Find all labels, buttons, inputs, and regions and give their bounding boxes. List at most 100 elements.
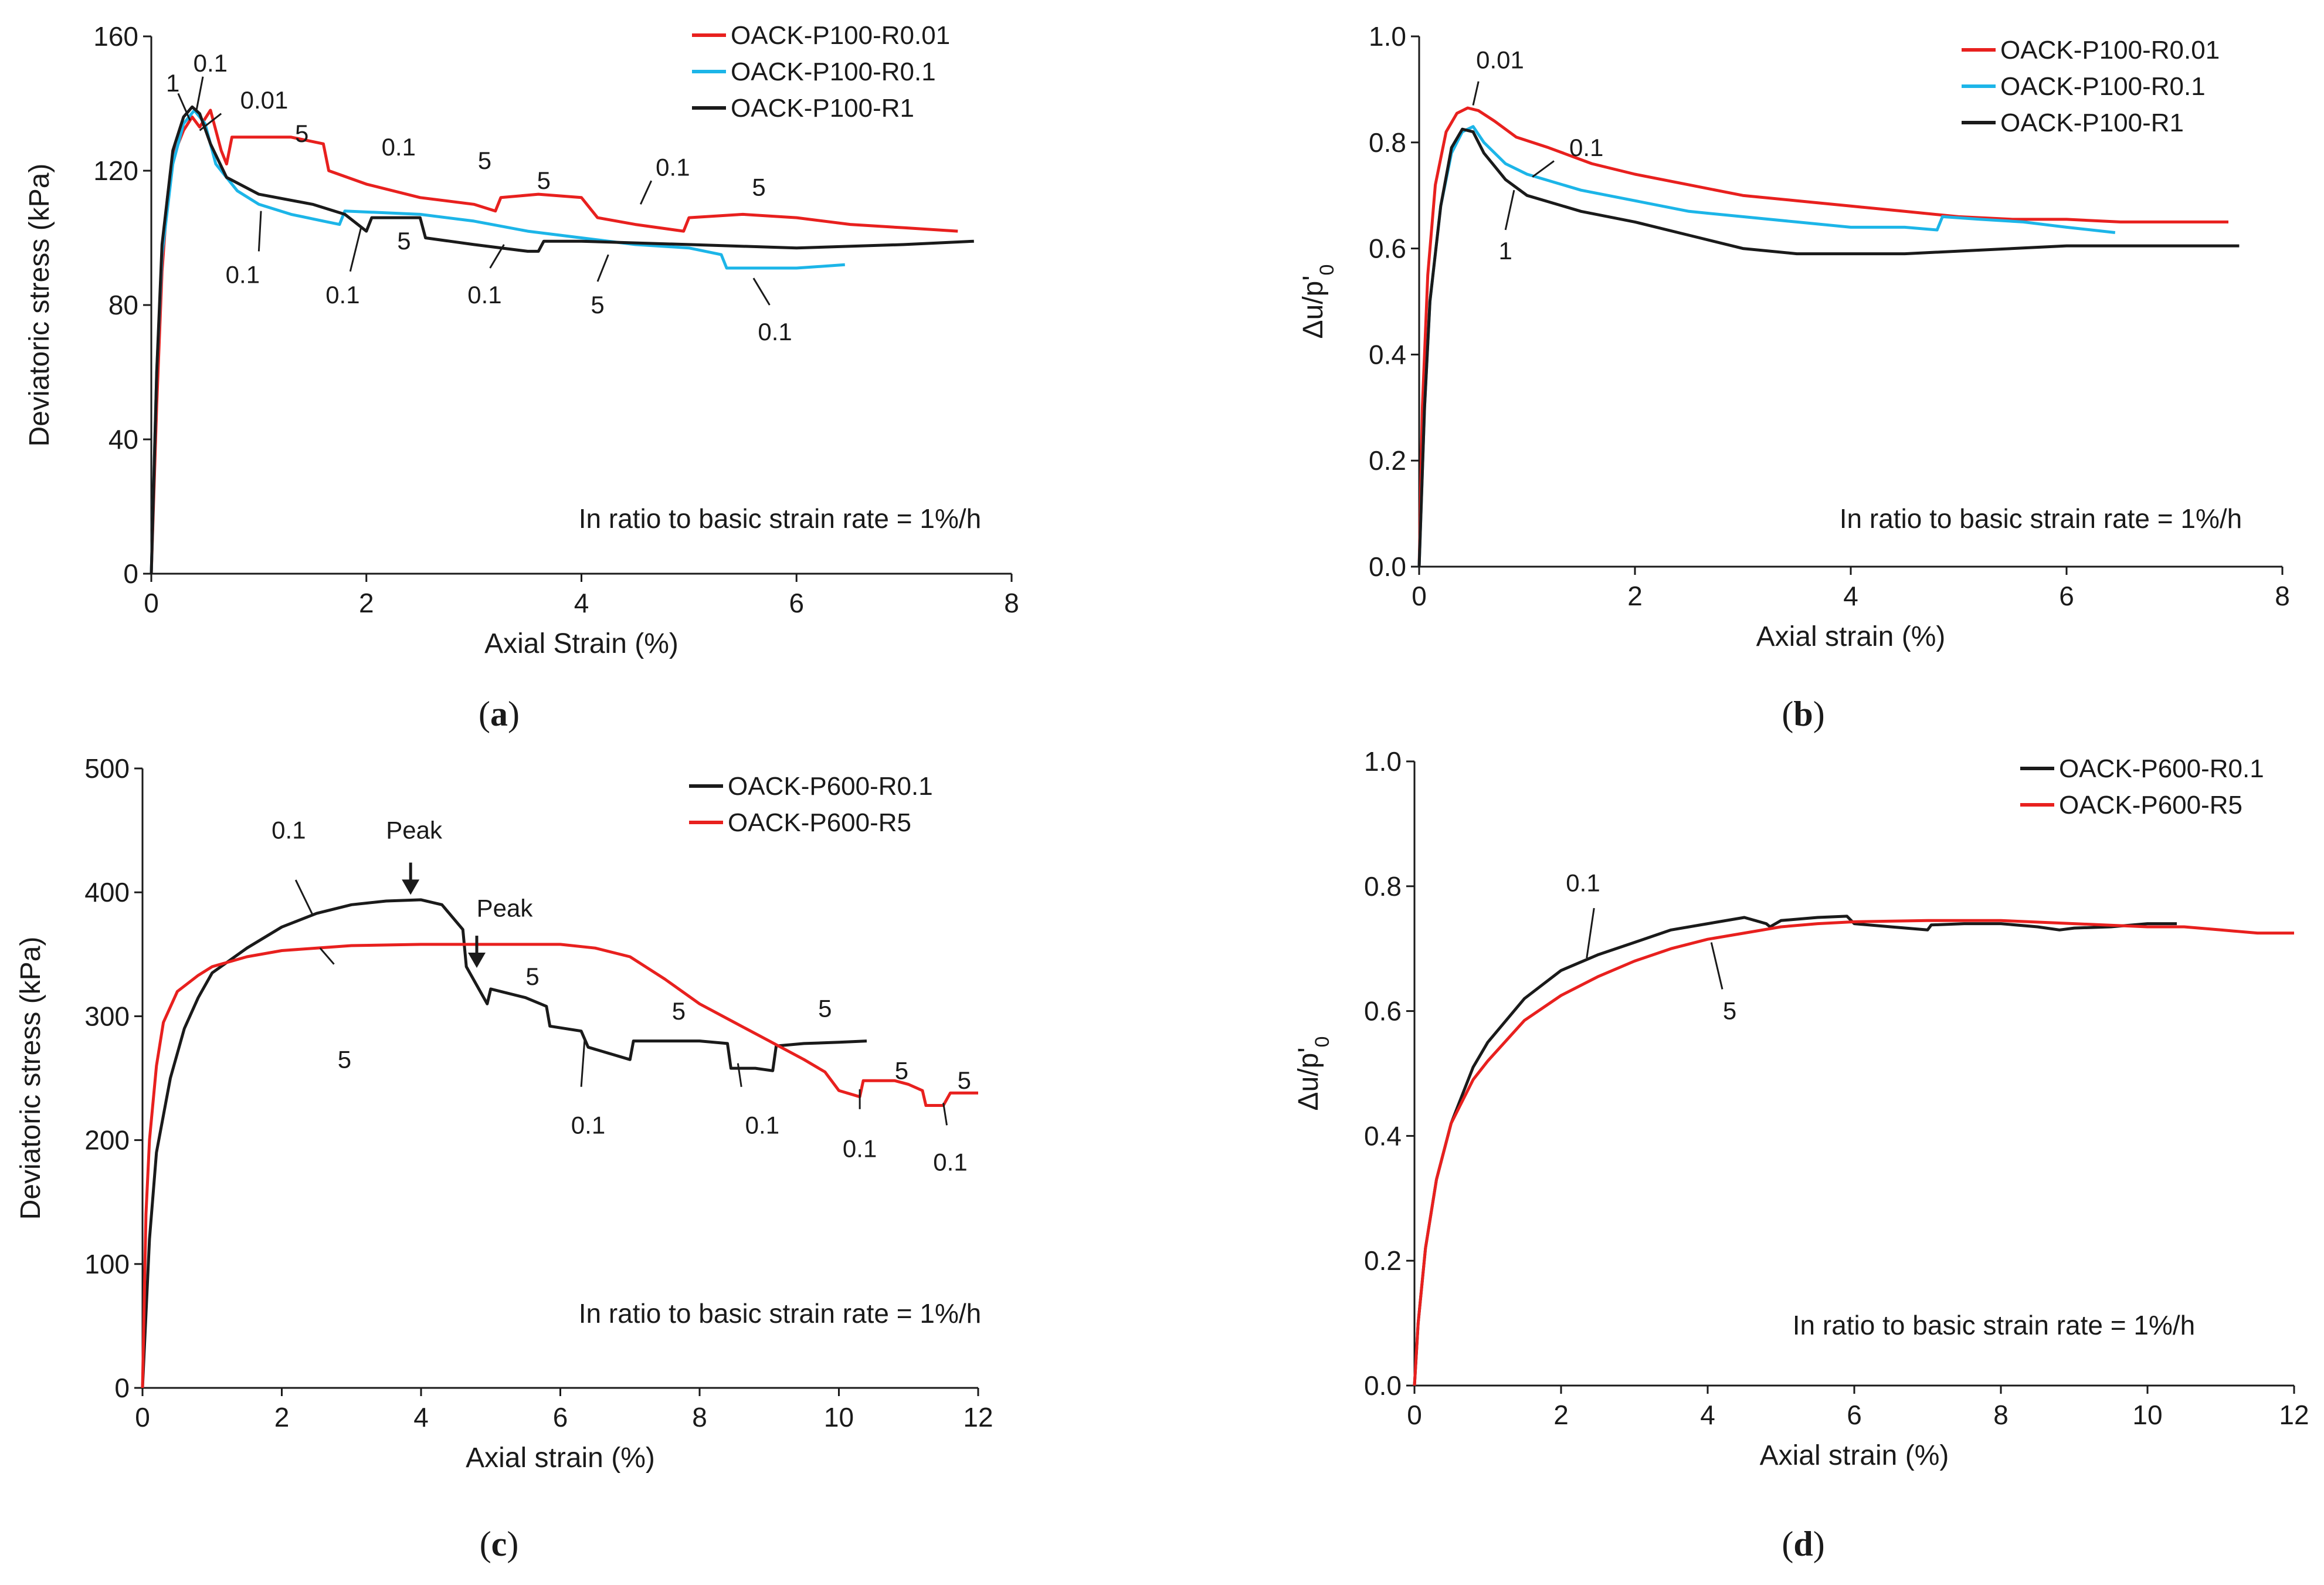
y-tick-label: 0.6 bbox=[1364, 996, 1402, 1027]
annotation-label: 0.1 bbox=[325, 281, 359, 309]
x-tick-label: 0 bbox=[144, 588, 159, 618]
leader-line bbox=[639, 180, 653, 205]
leader-line bbox=[489, 244, 505, 269]
x-tick-label: 0 bbox=[135, 1402, 150, 1432]
y-tick-label: 0.0 bbox=[1369, 551, 1406, 582]
y-tick-label: 120 bbox=[93, 155, 138, 186]
peak-arrow-head bbox=[468, 953, 486, 968]
chart-panel-c: 0 2 4 6 8 10 12 0 100 200 300 400 500 Axial strain (%… bbox=[15, 753, 993, 1474]
chart-panel-b: 0 2 4 6 8 0.0 0.2 0.4 0.6 0.8 1.0 Axial strain (%) Δ… bbox=[1298, 21, 2290, 652]
leader-line bbox=[596, 254, 609, 282]
panel-caption: (c) bbox=[480, 1525, 519, 1563]
annotation-label: Peak bbox=[386, 817, 443, 844]
legend-label: OACK-P600-R0.1 bbox=[2059, 754, 2264, 783]
y-tick-label: 160 bbox=[93, 21, 138, 52]
leader-line bbox=[1710, 942, 1724, 990]
x-axis-label: Axial Strain (%) bbox=[484, 628, 678, 659]
annotation-label: 0.1 bbox=[745, 1111, 779, 1139]
leader-line bbox=[942, 1103, 948, 1126]
leader-line bbox=[752, 277, 771, 306]
annotation-label: 5 bbox=[525, 963, 539, 990]
annotation-label: 1 bbox=[166, 69, 179, 97]
annotation-label: 0.1 bbox=[571, 1111, 605, 1139]
series-line-OACK-P100-R0.01 bbox=[150, 109, 958, 574]
annotation-label: 0.1 bbox=[1566, 869, 1600, 896]
legend-label: OACK-P100-R1 bbox=[731, 94, 914, 123]
y-tick-label: 0.4 bbox=[1369, 339, 1406, 370]
annotation-label: 1 bbox=[1499, 237, 1512, 265]
x-tick-label: 12 bbox=[963, 1402, 993, 1432]
x-tick-label: 4 bbox=[1700, 1400, 1715, 1430]
y-tick-label: 100 bbox=[84, 1249, 130, 1279]
chart-panel-d: 0 2 4 6 8 10 12 0.0 0.2 0.4 0.6 0.8 1.0 Axial strain … bbox=[1293, 746, 2309, 1471]
y-tick-label: 0.2 bbox=[1364, 1245, 1402, 1276]
annotation-label: 0.01 bbox=[240, 86, 289, 114]
rate-note: In ratio to basic strain rate = 1%/h bbox=[1840, 503, 2242, 534]
annotation-label: 0.1 bbox=[1569, 134, 1603, 161]
y-axis-label: Deviatoric stress (kPa) bbox=[24, 164, 55, 447]
series-line-OACK-P100-R0.01 bbox=[1417, 106, 2228, 567]
series-line-OACK-P100-R0.1 bbox=[150, 109, 845, 574]
y-axis-label: Deviatoric stress (kPa) bbox=[15, 937, 46, 1220]
annotation-label: 5 bbox=[295, 120, 308, 147]
annotation-label: 5 bbox=[338, 1045, 351, 1073]
leader-line bbox=[1472, 81, 1480, 106]
x-tick-label: 10 bbox=[2132, 1400, 2162, 1430]
y-tick-label: 1.0 bbox=[1369, 21, 1406, 52]
x-tick-label: 8 bbox=[2275, 581, 2290, 611]
y-tick-label: 1.0 bbox=[1364, 746, 1402, 777]
x-tick-label: 0 bbox=[1412, 581, 1427, 611]
y-tick-label: 0.8 bbox=[1369, 127, 1406, 158]
leader-line bbox=[1586, 907, 1595, 959]
y-tick-label: 0 bbox=[114, 1373, 130, 1403]
x-tick-label: 6 bbox=[2059, 581, 2074, 611]
x-tick-label: 2 bbox=[359, 588, 374, 618]
y-tick-label: 300 bbox=[84, 1001, 130, 1031]
annotation-label: 0.01 bbox=[1476, 46, 1524, 74]
legend-label: OACK-P600-R0.1 bbox=[728, 772, 933, 801]
x-tick-label: 4 bbox=[574, 588, 589, 618]
annotation-label: 0.1 bbox=[843, 1134, 877, 1162]
legend-label: OACK-P100-R0.1 bbox=[2000, 72, 2206, 101]
leader-line bbox=[1532, 160, 1555, 178]
x-tick-label: 8 bbox=[692, 1402, 707, 1432]
annotation-label: 0.1 bbox=[933, 1149, 967, 1176]
annotation-label: 5 bbox=[958, 1066, 971, 1094]
annotation-label: 5 bbox=[478, 147, 491, 174]
annotation-label: 0.1 bbox=[467, 281, 501, 309]
y-tick-label: 0.8 bbox=[1364, 871, 1402, 902]
annotation-label: 0.1 bbox=[382, 133, 416, 161]
x-tick-label: 2 bbox=[274, 1402, 290, 1432]
legend-label: OACK-P100-R1 bbox=[2000, 109, 2184, 137]
rate-note: In ratio to basic strain rate = 1%/h bbox=[579, 1298, 982, 1329]
x-tick-label: 4 bbox=[413, 1402, 429, 1432]
y-tick-label: 40 bbox=[108, 424, 138, 455]
y-tick-label: 0.4 bbox=[1364, 1120, 1402, 1151]
legend-label: OACK-P600-R5 bbox=[2059, 791, 2242, 819]
series-line-OACK-P600-R5 bbox=[1413, 919, 2294, 1386]
y-tick-label: 0.2 bbox=[1369, 445, 1406, 476]
annotation-label: 5 bbox=[537, 167, 551, 194]
y-axis-label: Δu/p'0 bbox=[1298, 265, 1338, 339]
panel-caption: (a) bbox=[479, 695, 520, 733]
leader-line bbox=[349, 227, 362, 272]
leader-line bbox=[177, 93, 191, 121]
legend-label: OACK-P100-R0.01 bbox=[731, 21, 950, 50]
annotation-label: Peak bbox=[477, 895, 534, 922]
x-axis-label: Axial strain (%) bbox=[1756, 621, 1946, 652]
y-tick-label: 400 bbox=[84, 877, 130, 907]
series-line-OACK-P600-R5 bbox=[141, 943, 978, 1388]
x-tick-label: 6 bbox=[789, 588, 804, 618]
y-tick-label: 500 bbox=[84, 753, 130, 784]
legend-label: OACK-P100-R0.1 bbox=[731, 57, 936, 86]
x-tick-label: 2 bbox=[1553, 1400, 1569, 1430]
leader-line bbox=[199, 113, 222, 131]
y-tick-label: 0.6 bbox=[1369, 233, 1406, 264]
x-tick-label: 6 bbox=[1847, 1400, 1862, 1430]
x-tick-label: 8 bbox=[1993, 1400, 2009, 1430]
x-axis-label: Axial strain (%) bbox=[466, 1442, 655, 1474]
y-tick-label: 0 bbox=[123, 558, 138, 589]
x-tick-label: 6 bbox=[553, 1402, 568, 1432]
annotation-label: 0.1 bbox=[758, 318, 792, 346]
